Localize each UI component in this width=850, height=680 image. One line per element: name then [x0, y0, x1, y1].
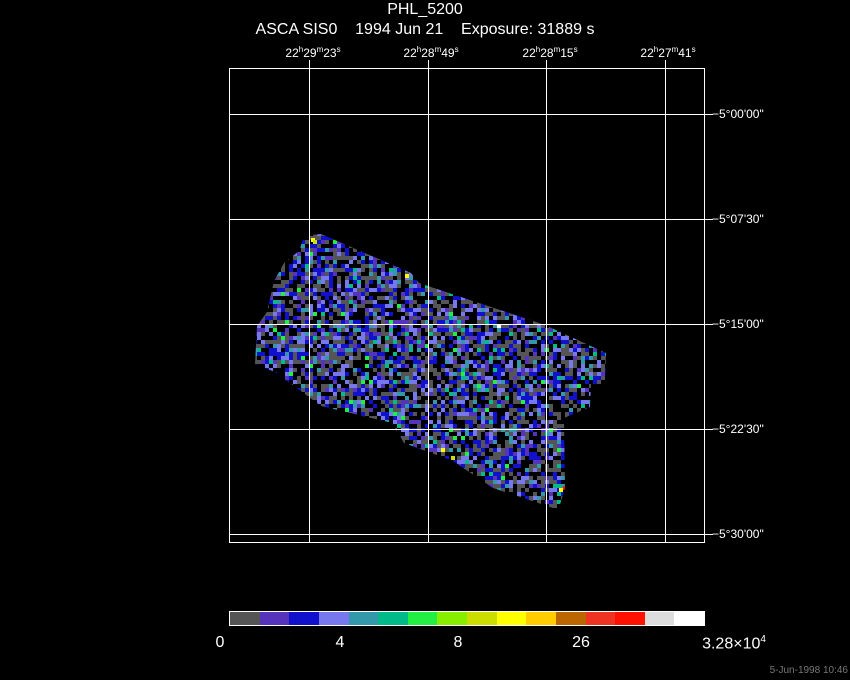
colorbar-label-26: 26 — [572, 634, 590, 651]
dec-tick — [705, 324, 713, 325]
ra-tick — [309, 60, 310, 68]
colorbar-swatch — [437, 612, 467, 625]
dec-tick — [705, 219, 713, 220]
colorbar-swatch — [230, 612, 260, 625]
colorbar-swatch — [289, 612, 319, 625]
colorbar-swatch — [555, 612, 586, 625]
colorbar-label-4: 4 — [335, 634, 345, 651]
dec-label-5: −5°30'00" — [712, 527, 764, 541]
colorbar-swatch — [644, 612, 675, 625]
colorbar-swatch — [496, 612, 527, 625]
colorbar-swatch — [378, 612, 408, 625]
ra-tick — [665, 60, 666, 68]
colorbar-swatch — [467, 612, 497, 625]
ra-label-1: 22h29m23s — [285, 45, 341, 60]
colorbar-label-max: 3.28×104 — [702, 634, 766, 653]
colorbar — [229, 611, 705, 626]
ra-gridline — [428, 68, 429, 543]
dec-gridline — [229, 324, 705, 325]
object-title: PHL_5200 — [387, 1, 463, 18]
colorbar-label-8: 8 — [453, 634, 463, 651]
dec-gridline — [229, 534, 705, 535]
ra-label-3: 22h28m15s — [522, 45, 578, 60]
colorbar-swatch — [585, 612, 616, 625]
dec-tick — [705, 429, 713, 430]
xray-image[interactable] — [229, 68, 705, 543]
ra-gridline — [665, 68, 666, 543]
dec-tick — [705, 114, 713, 115]
ra-tick — [546, 60, 547, 68]
dec-label-2: −5°07'30" — [712, 212, 764, 226]
ra-label-2: 22h28m49s — [403, 45, 459, 60]
observation-info: ASCA SIS0 1994 Jun 21 Exposure: 31889 s — [0, 21, 850, 39]
timestamp: 5-Jun-1998 10:46 — [769, 665, 848, 676]
colorbar-swatch — [526, 612, 556, 625]
ra-gridline — [546, 68, 547, 543]
dec-label-3: −5°15'00" — [712, 317, 764, 331]
dec-tick — [705, 534, 713, 535]
dec-label-1: −5°00'00" — [712, 107, 764, 121]
colorbar-label-0: 0 — [215, 634, 225, 651]
exposure-label: Exposure: 31889 s — [461, 21, 595, 38]
date-label: 1994 Jun 21 — [355, 21, 444, 38]
colorbar-swatch — [348, 612, 379, 625]
colorbar-swatch — [407, 612, 438, 625]
image-frame — [229, 68, 705, 543]
ra-gridline — [309, 68, 310, 543]
colorbar-swatch — [615, 612, 645, 625]
ra-tick — [428, 60, 429, 68]
colorbar-swatch — [674, 612, 704, 625]
ra-label-4: 22h27m41s — [640, 45, 696, 60]
dec-gridline — [229, 219, 705, 220]
dec-label-4: −5°22'30" — [712, 422, 764, 436]
instrument-label: ASCA SIS0 — [255, 21, 338, 38]
colorbar-swatch — [259, 612, 290, 625]
dec-gridline — [229, 429, 705, 430]
colorbar-swatch — [318, 612, 349, 625]
dec-gridline — [229, 114, 705, 115]
